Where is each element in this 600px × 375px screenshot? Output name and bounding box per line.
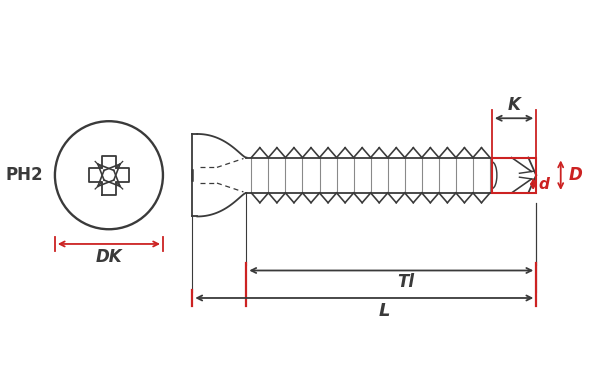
Text: K: K <box>508 96 521 114</box>
Text: d: d <box>538 177 549 192</box>
Text: D: D <box>569 166 583 184</box>
Text: L: L <box>378 302 389 320</box>
Text: PH2: PH2 <box>5 166 43 184</box>
Text: Tl: Tl <box>397 273 415 291</box>
Bar <box>492 158 536 193</box>
Text: DK: DK <box>95 248 122 266</box>
